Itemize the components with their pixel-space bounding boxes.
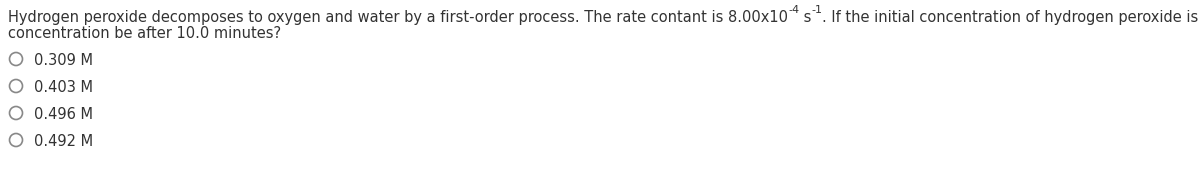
Text: 0.309 M: 0.309 M (34, 53, 94, 68)
Text: s: s (799, 10, 811, 25)
Text: . If the initial concentration of hydrogen peroxide is 0.500 M, what will its: . If the initial concentration of hydrog… (822, 10, 1200, 25)
Text: Hydrogen peroxide decomposes to oxygen and water by a first-order process. The r: Hydrogen peroxide decomposes to oxygen a… (8, 10, 788, 25)
Text: 0.492 M: 0.492 M (34, 134, 94, 149)
Text: -1: -1 (811, 5, 822, 15)
Text: 0.403 M: 0.403 M (34, 80, 94, 95)
Text: -4: -4 (788, 5, 799, 15)
Text: concentration be after 10.0 minutes?: concentration be after 10.0 minutes? (8, 26, 281, 41)
Text: 0.496 M: 0.496 M (34, 107, 94, 122)
